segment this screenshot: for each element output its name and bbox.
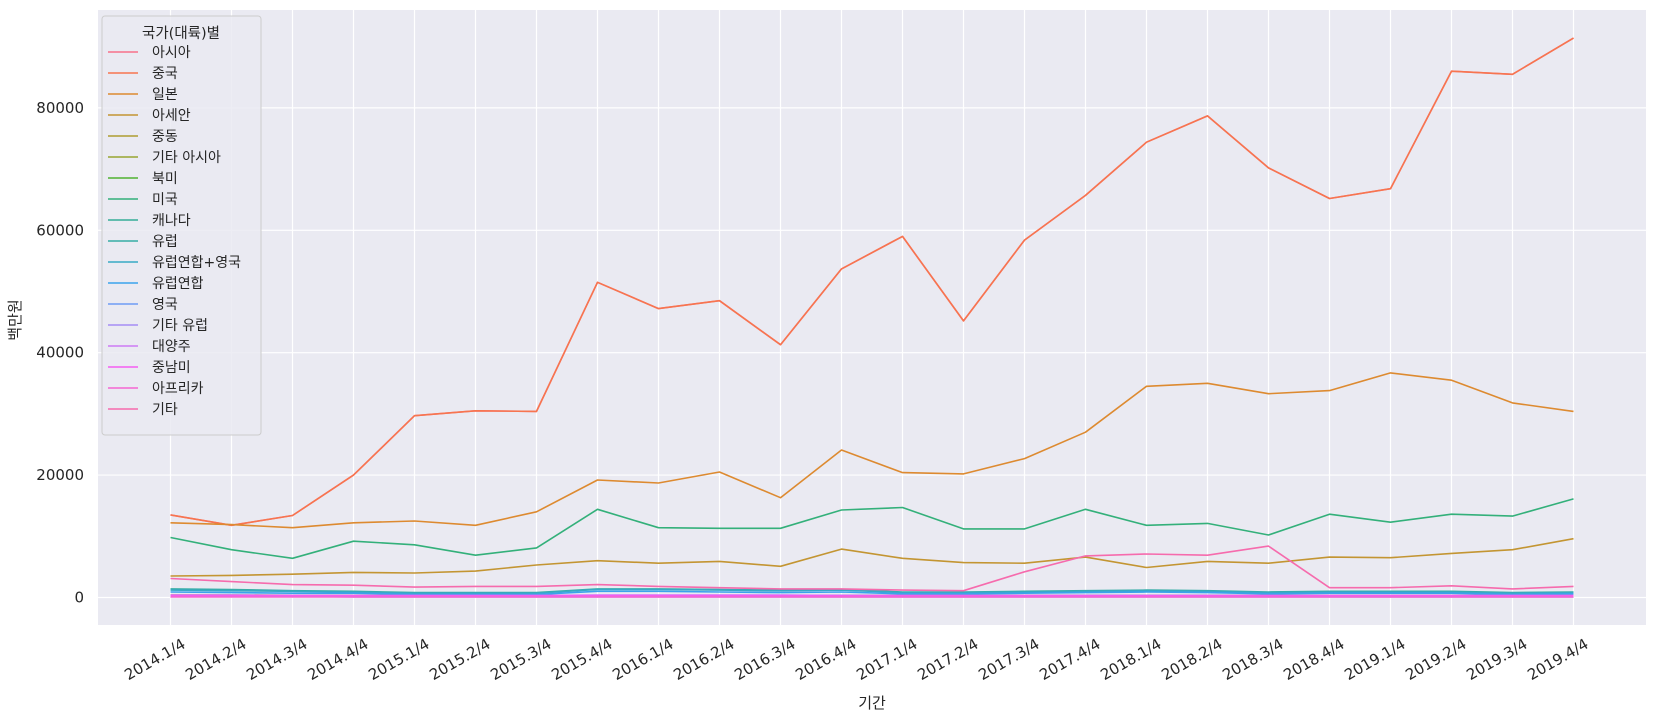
y-tick-labels: 0 20000 40000 60000 80000 [36, 99, 84, 607]
x-tick-label: 2018.3/4 [1219, 635, 1286, 684]
x-tick-label: 2014.4/4 [304, 635, 371, 684]
legend-entry-label: 대양주 [152, 339, 191, 355]
x-tick-label: 2017.4/4 [1036, 635, 1103, 684]
legend-entry-label: 기타 아시아 [152, 150, 221, 166]
x-tick-label: 2016.1/4 [609, 635, 676, 684]
x-tick-label: 2018.1/4 [1097, 635, 1164, 684]
x-tick-label: 2019.2/4 [1402, 635, 1469, 684]
series-lines [170, 37, 1574, 598]
x-tick-labels: 2014.1/42014.2/42014.3/42014.4/42015.1/4… [121, 635, 1591, 684]
x-tick-label: 2017.3/4 [975, 635, 1042, 684]
y-tick-label: 0 [74, 588, 84, 606]
legend-entry-label: 영국 [152, 297, 178, 313]
series-line-2 [170, 372, 1574, 529]
x-tick-label: 2016.2/4 [670, 635, 737, 684]
x-tick-label: 2019.4/4 [1524, 635, 1591, 684]
y-tick-label: 80000 [36, 99, 84, 117]
legend-entry-label: 기타 [152, 402, 178, 418]
series-line-7 [170, 498, 1574, 560]
x-tick-label: 2019.3/4 [1463, 635, 1530, 684]
legend-title: 국가(대륙)별 [142, 25, 220, 42]
x-tick-label: 2016.4/4 [792, 635, 859, 684]
x-axis-label: 기간 [858, 694, 886, 712]
series-line-10 [170, 588, 1574, 595]
x-tick-label: 2019.1/4 [1341, 635, 1408, 684]
series-line-11 [170, 590, 1574, 596]
x-tick-label: 2014.2/4 [182, 635, 249, 684]
legend-entry-label: 캐나다 [152, 213, 191, 229]
series-line-17 [170, 545, 1574, 592]
plot-background [98, 10, 1646, 625]
legend-entry-label: 중국 [152, 66, 178, 82]
x-tick-label: 2018.2/4 [1158, 635, 1225, 684]
legend-entry-label: 아시아 [152, 45, 191, 61]
legend-entry-label: 아프리카 [152, 381, 204, 397]
x-tick-label: 2014.3/4 [243, 635, 310, 684]
legend-entry-label: 미국 [152, 192, 178, 208]
x-tick-label: 2017.2/4 [914, 635, 981, 684]
y-tick-label: 40000 [36, 344, 84, 362]
legend-entry-label: 중남미 [152, 360, 191, 376]
series-line-3 [170, 537, 1574, 577]
y-tick-label: 20000 [36, 466, 84, 484]
x-tick-label: 2015.4/4 [548, 635, 615, 684]
x-tick-label: 2017.1/4 [853, 635, 920, 684]
legend-entry-label: 유럽 [152, 234, 178, 250]
x-tick-label: 2015.2/4 [426, 635, 493, 684]
y-tick-label: 60000 [36, 221, 84, 239]
legend-entry-label: 북미 [152, 171, 178, 187]
legend-entry-label: 유럽연합+영국 [152, 255, 241, 271]
series-line-1 [170, 37, 1574, 527]
legend-entry-label: 유럽연합 [152, 276, 204, 292]
x-tick-label: 2014.1/4 [121, 635, 188, 684]
legend-entry-label: 일본 [152, 87, 178, 103]
x-tick-label: 2018.4/4 [1280, 635, 1347, 684]
legend-box [101, 15, 262, 436]
legend-entry-label: 아세안 [152, 108, 191, 124]
x-tick-label: 2015.1/4 [365, 635, 432, 684]
x-tick-label: 2016.3/4 [731, 635, 798, 684]
x-tick-label: 2015.3/4 [487, 635, 554, 684]
legend-entry-label: 중동 [152, 129, 178, 145]
y-axis-label: 백만원 [6, 299, 24, 340]
legend-entry-label: 기타 유럽 [152, 318, 208, 334]
